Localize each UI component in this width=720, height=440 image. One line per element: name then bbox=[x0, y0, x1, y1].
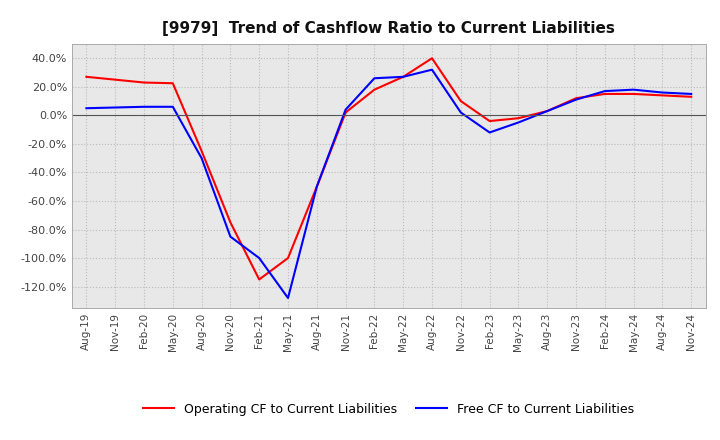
Operating CF to Current Liabilities bbox=[341, 110, 350, 115]
Free CF to Current Liabilities bbox=[284, 295, 292, 301]
Operating CF to Current Liabilities bbox=[284, 255, 292, 260]
Operating CF to Current Liabilities bbox=[572, 95, 580, 101]
Operating CF to Current Liabilities bbox=[514, 116, 523, 121]
Free CF to Current Liabilities bbox=[572, 97, 580, 102]
Free CF to Current Liabilities bbox=[399, 74, 408, 80]
Free CF to Current Liabilities bbox=[312, 184, 321, 189]
Operating CF to Current Liabilities bbox=[82, 74, 91, 80]
Free CF to Current Liabilities bbox=[428, 67, 436, 72]
Free CF to Current Liabilities bbox=[111, 105, 120, 110]
Free CF to Current Liabilities bbox=[370, 76, 379, 81]
Operating CF to Current Liabilities bbox=[140, 80, 148, 85]
Title: [9979]  Trend of Cashflow Ratio to Current Liabilities: [9979] Trend of Cashflow Ratio to Curren… bbox=[163, 21, 615, 36]
Operating CF to Current Liabilities bbox=[543, 108, 552, 114]
Free CF to Current Liabilities bbox=[168, 104, 177, 110]
Free CF to Current Liabilities bbox=[600, 88, 609, 94]
Operating CF to Current Liabilities bbox=[111, 77, 120, 82]
Operating CF to Current Liabilities bbox=[629, 92, 638, 97]
Legend: Operating CF to Current Liabilities, Free CF to Current Liabilities: Operating CF to Current Liabilities, Fre… bbox=[138, 398, 639, 421]
Free CF to Current Liabilities bbox=[658, 90, 667, 95]
Free CF to Current Liabilities bbox=[629, 87, 638, 92]
Operating CF to Current Liabilities bbox=[600, 92, 609, 97]
Free CF to Current Liabilities bbox=[687, 92, 696, 97]
Free CF to Current Liabilities bbox=[255, 255, 264, 260]
Operating CF to Current Liabilities bbox=[226, 220, 235, 225]
Operating CF to Current Liabilities bbox=[428, 55, 436, 61]
Operating CF to Current Liabilities bbox=[255, 277, 264, 282]
Operating CF to Current Liabilities bbox=[456, 99, 465, 104]
Operating CF to Current Liabilities bbox=[399, 74, 408, 80]
Free CF to Current Liabilities bbox=[456, 110, 465, 115]
Free CF to Current Liabilities bbox=[543, 108, 552, 114]
Free CF to Current Liabilities bbox=[226, 234, 235, 239]
Free CF to Current Liabilities bbox=[197, 155, 206, 161]
Free CF to Current Liabilities bbox=[341, 107, 350, 112]
Free CF to Current Liabilities bbox=[82, 106, 91, 111]
Operating CF to Current Liabilities bbox=[687, 94, 696, 99]
Operating CF to Current Liabilities bbox=[658, 93, 667, 98]
Operating CF to Current Liabilities bbox=[312, 184, 321, 189]
Line: Free CF to Current Liabilities: Free CF to Current Liabilities bbox=[86, 70, 691, 298]
Operating CF to Current Liabilities bbox=[370, 87, 379, 92]
Free CF to Current Liabilities bbox=[485, 130, 494, 135]
Free CF to Current Liabilities bbox=[514, 120, 523, 125]
Line: Operating CF to Current Liabilities: Operating CF to Current Liabilities bbox=[86, 58, 691, 279]
Free CF to Current Liabilities bbox=[140, 104, 148, 110]
Operating CF to Current Liabilities bbox=[168, 81, 177, 86]
Operating CF to Current Liabilities bbox=[485, 118, 494, 124]
Operating CF to Current Liabilities bbox=[197, 148, 206, 154]
